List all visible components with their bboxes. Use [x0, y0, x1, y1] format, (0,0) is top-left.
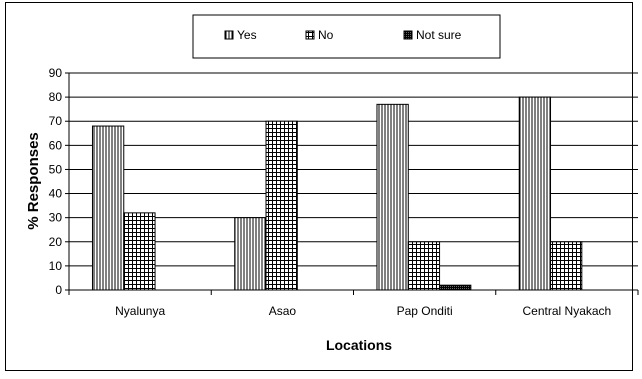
x-axis: Nyalunya Asao Pap Onditi Central Nyakach [68, 289, 639, 318]
x-tick-label: Central Nyakach [523, 304, 612, 318]
y-tick-label: 50 [49, 162, 63, 176]
legend-swatch [224, 30, 234, 40]
legend-box [192, 14, 501, 59]
bar-no [265, 120, 298, 291]
legend-label: No [318, 28, 334, 42]
legend-label: Not sure [416, 28, 462, 42]
legend: Yes No Not sure [192, 14, 501, 59]
y-tick-label: 70 [49, 114, 63, 128]
y-tick-label: 0 [55, 283, 62, 297]
bars [91, 96, 583, 291]
bar-yes [91, 125, 125, 291]
y-axis-title: % Responses [25, 132, 42, 230]
bar-no [407, 241, 441, 291]
y-tick-label: 60 [49, 138, 63, 152]
y-tick-label: 80 [49, 90, 63, 104]
legend-swatch [403, 30, 413, 40]
bar-no [550, 241, 583, 291]
x-tick-label: Pap Onditi [397, 304, 453, 318]
legend-swatch [305, 30, 315, 40]
x-tick-label: Asao [269, 304, 297, 318]
bar-yes [376, 103, 409, 291]
bar-no [123, 212, 156, 291]
y-tick-label: 40 [49, 187, 63, 201]
bar-yes [234, 217, 267, 291]
y-tick-label: 20 [49, 235, 63, 249]
y-tick-label: 90 [49, 66, 63, 80]
y-tick-label: 30 [49, 211, 63, 225]
bar-not-sure [439, 284, 472, 291]
x-tick-label: Nyalunya [115, 304, 165, 318]
x-axis-title: Locations [326, 337, 392, 353]
legend-label: Yes [237, 28, 257, 42]
y-tick-label: 10 [49, 259, 63, 273]
y-axis: 0 10 20 30 40 50 60 70 80 90 [49, 66, 70, 297]
bar-yes [518, 96, 552, 291]
